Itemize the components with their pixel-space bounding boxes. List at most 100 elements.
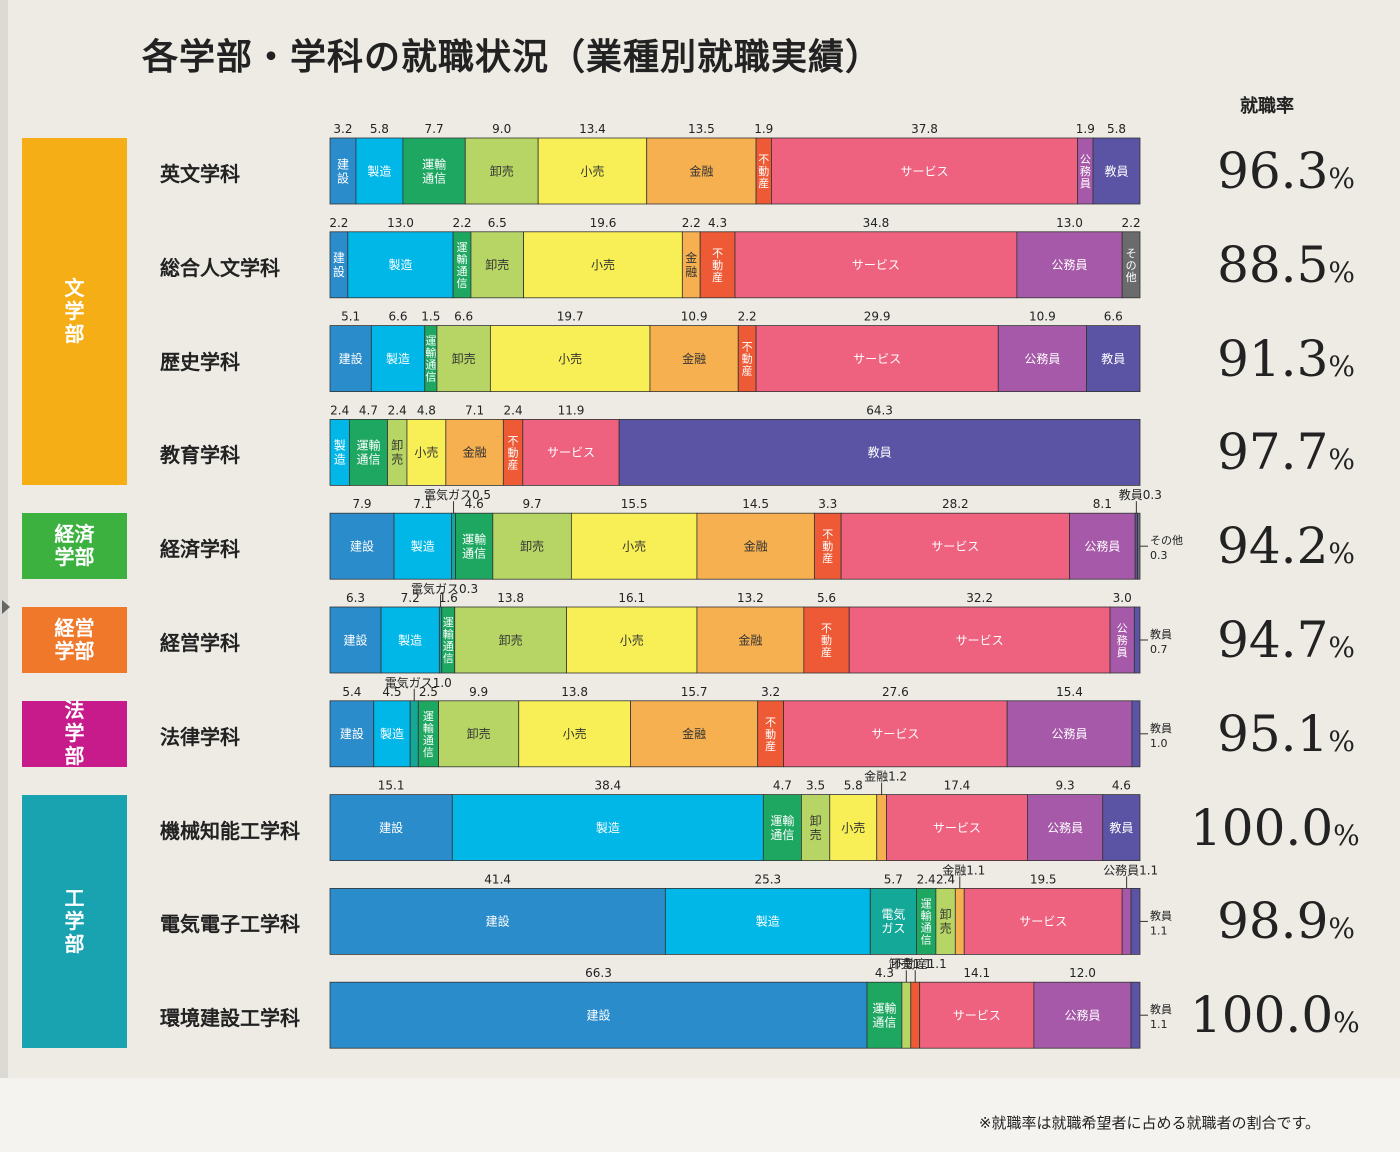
bar-segment xyxy=(1130,888,1141,955)
segment-value: 1.9 xyxy=(754,122,773,136)
bar-segment xyxy=(464,137,539,205)
bar-segment xyxy=(664,888,871,955)
segment-label: 建設 xyxy=(587,1008,611,1023)
department-name: 経済学科 xyxy=(160,537,240,562)
segment-value: 19.5 xyxy=(1030,872,1057,886)
segment-label: 電気ガス xyxy=(881,907,905,936)
bar-segment xyxy=(649,325,739,393)
employment-rate: 96.3% xyxy=(1190,146,1355,196)
faculty-name: 工 学 部 xyxy=(64,885,85,956)
segment-label: 運輸通信 xyxy=(462,532,486,561)
segment-label: 金融 xyxy=(685,250,697,279)
employment-rate-value: 100.0 xyxy=(1190,986,1334,1045)
bar-segment xyxy=(451,794,764,861)
bar-segment xyxy=(438,700,520,768)
segment-value: 13.0 xyxy=(387,216,414,230)
callout-label: 金融1.2 xyxy=(864,769,907,784)
segment-value: 15.7 xyxy=(681,685,708,699)
segment-label: 公務員 xyxy=(1084,540,1120,554)
bar-segment xyxy=(470,231,524,299)
faculty-block: 工 学 部 xyxy=(22,794,127,1049)
segment-value: 15.4 xyxy=(1056,685,1083,699)
segment-value: 5.4 xyxy=(342,685,361,699)
faculty-name: 経済 学部 xyxy=(54,522,95,570)
bar-row: 建設 5.4 製造 4.5 運輸通信 2.5 卸売 9.9 小売 13.8 金融 15.7 不動産 3.2… xyxy=(329,675,1172,768)
segment-value: 2.4 xyxy=(917,872,936,886)
segment-label: 建設 xyxy=(379,820,403,835)
side-value-label: 教員 1.1 xyxy=(1150,1003,1172,1031)
bar-segment xyxy=(869,888,917,955)
segment-label: 建設 xyxy=(486,914,510,929)
bar-segment xyxy=(997,325,1087,393)
percent-sign: % xyxy=(1328,162,1355,195)
side-value-label: その他 0.3 xyxy=(1150,534,1183,562)
segment-label: 金融 xyxy=(738,632,762,647)
segment-label: サービス xyxy=(901,164,949,178)
expand-arrow-icon[interactable] xyxy=(2,600,10,614)
segment-value: 5.1 xyxy=(341,310,360,324)
segment-value: 9.0 xyxy=(492,122,511,136)
bar-segment xyxy=(537,137,648,205)
employment-rate: 91.3% xyxy=(1190,334,1355,384)
percent-sign: % xyxy=(1328,537,1355,571)
bar-segment xyxy=(329,512,395,580)
callout-label: 卸売1.1 xyxy=(889,956,932,971)
segment-label: 公務員 xyxy=(1064,1009,1100,1023)
segment-label: 教員 xyxy=(868,445,892,460)
segment-label: 建設 xyxy=(340,726,364,741)
employment-rate-value: 94.7 xyxy=(1217,611,1329,669)
bar-segment xyxy=(393,512,452,580)
bar-segment xyxy=(886,794,1028,861)
bar-segment xyxy=(755,325,999,393)
bar-segment xyxy=(402,137,466,205)
bar-segment xyxy=(436,325,491,393)
bar-segment xyxy=(1109,606,1135,674)
segment-value: 6.6 xyxy=(388,310,407,324)
employment-rate-value: 94.2 xyxy=(1217,517,1329,576)
bar-row: 建設 5.1 製造 6.6 運輸通信 1.5 卸売 6.6 小売 19.7 金融 10.9 不動産 2.2… xyxy=(329,310,1141,393)
bar-segment xyxy=(1130,981,1141,1049)
segment-label: 卸売 xyxy=(810,813,822,842)
segment-label: 小売 xyxy=(414,445,438,460)
segment-label: 運輸通信 xyxy=(423,710,434,759)
callout-label: 電気ガス0.5 xyxy=(424,487,491,502)
bar-segment xyxy=(349,418,388,486)
segment-label: 公務員 xyxy=(1047,821,1083,835)
segment-label: 公務員 xyxy=(1024,352,1060,366)
segment-label: 小売 xyxy=(841,820,865,835)
segment-label: 教員 xyxy=(1109,820,1133,835)
bar-segment xyxy=(380,606,440,674)
bar-row: 建設 15.1 製造 38.4 運輸通信 4.7 卸売 3.5 小売 5.8 サービス 17.4 公務員… xyxy=(329,769,1141,861)
segment-label: 製造 xyxy=(411,540,435,554)
segment-label: 運輸通信 xyxy=(921,897,932,946)
department-name: 歴史学科 xyxy=(160,349,240,374)
segment-value: 4.6 xyxy=(465,497,484,511)
segment-label: 製造 xyxy=(398,633,422,647)
left-edge-strip xyxy=(0,0,8,1078)
segment-value: 12.0 xyxy=(1069,966,1096,980)
bar-segment xyxy=(783,700,1008,768)
bar-segment xyxy=(757,700,784,768)
segment-value: 32.2 xyxy=(966,591,993,605)
employment-rate: 100.0% xyxy=(1190,803,1360,853)
employment-rate-value: 98.9 xyxy=(1217,892,1329,951)
segment-value: 34.8 xyxy=(863,216,890,230)
segment-value: 37.8 xyxy=(911,122,938,136)
segment-value: 3.3 xyxy=(818,497,837,511)
department-name: 環境建設工学科 xyxy=(160,1006,300,1031)
faculty-block: 法 学 部 xyxy=(22,699,127,768)
segment-label: サービス xyxy=(547,446,595,460)
segment-label: 公務員 xyxy=(1117,622,1128,659)
bar-segment xyxy=(630,700,759,768)
bar-segment xyxy=(696,512,815,580)
bar-segment xyxy=(445,418,504,486)
bar-segment xyxy=(329,137,357,205)
employment-rate-value: 88.5 xyxy=(1217,235,1329,294)
bar-row: 建設 3.2 製造 5.8 運輸通信 7.7 卸売 9.0 小売 13.4 金融 13.5 不動産 1.9… xyxy=(329,122,1141,205)
callout-label: 公務員1.1 xyxy=(1103,863,1158,877)
percent-sign: % xyxy=(1333,818,1360,852)
bar-segment xyxy=(646,137,757,205)
segment-value: 13.2 xyxy=(737,591,764,605)
segment-value: 4.7 xyxy=(359,403,378,417)
bar-segment xyxy=(451,512,456,580)
